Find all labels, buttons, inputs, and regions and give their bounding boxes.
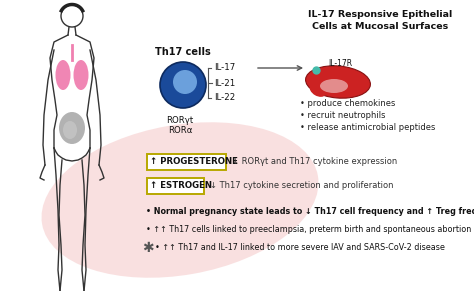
Text: • produce chemokines: • produce chemokines <box>300 100 395 109</box>
Text: RORγt: RORγt <box>166 116 193 125</box>
Text: ↑ PROGESTERONE: ↑ PROGESTERONE <box>150 157 238 166</box>
Text: • ↑↑ Th17 and IL-17 linked to more severe IAV and SARS-CoV-2 disease: • ↑↑ Th17 and IL-17 linked to more sever… <box>155 244 445 253</box>
Text: • Normal pregnancy state leads to ↓ Th17 cell frequency and ↑ Treg frequency: • Normal pregnancy state leads to ↓ Th17… <box>146 207 474 217</box>
Ellipse shape <box>73 60 89 90</box>
Text: Th17 cells: Th17 cells <box>155 47 211 57</box>
Circle shape <box>160 62 206 108</box>
Ellipse shape <box>59 112 85 144</box>
Ellipse shape <box>42 122 319 278</box>
Text: • ↑↑ Th17 cells linked to preeclampsia, preterm birth and spontaneous abortion: • ↑↑ Th17 cells linked to preeclampsia, … <box>146 226 471 235</box>
Ellipse shape <box>310 83 327 97</box>
Ellipse shape <box>63 121 77 139</box>
Text: IL-17R: IL-17R <box>328 59 352 68</box>
Text: ↓ RORγt and Th17 cytokine expression: ↓ RORγt and Th17 cytokine expression <box>232 157 397 166</box>
Text: IL-21: IL-21 <box>214 79 235 88</box>
Ellipse shape <box>320 79 348 93</box>
Ellipse shape <box>55 60 71 90</box>
Text: IL-17: IL-17 <box>214 63 235 72</box>
Ellipse shape <box>349 83 363 93</box>
Text: • release antimicrobial peptides: • release antimicrobial peptides <box>300 123 436 132</box>
FancyBboxPatch shape <box>147 178 204 194</box>
Text: ↑ ESTROGEN: ↑ ESTROGEN <box>150 182 212 191</box>
Text: • recruit neutrophils: • recruit neutrophils <box>300 111 385 120</box>
Text: ✱: ✱ <box>142 241 154 255</box>
FancyBboxPatch shape <box>147 153 227 169</box>
Circle shape <box>173 70 197 94</box>
Text: RORα: RORα <box>168 126 192 135</box>
Text: IL-22: IL-22 <box>214 93 235 102</box>
Text: ↓ Th17 cytokine secretion and proliferation: ↓ Th17 cytokine secretion and proliferat… <box>210 182 393 191</box>
Ellipse shape <box>306 66 370 98</box>
Text: IL-17 Responsive Epithelial
Cells at Mucosal Surfaces: IL-17 Responsive Epithelial Cells at Muc… <box>308 10 452 31</box>
